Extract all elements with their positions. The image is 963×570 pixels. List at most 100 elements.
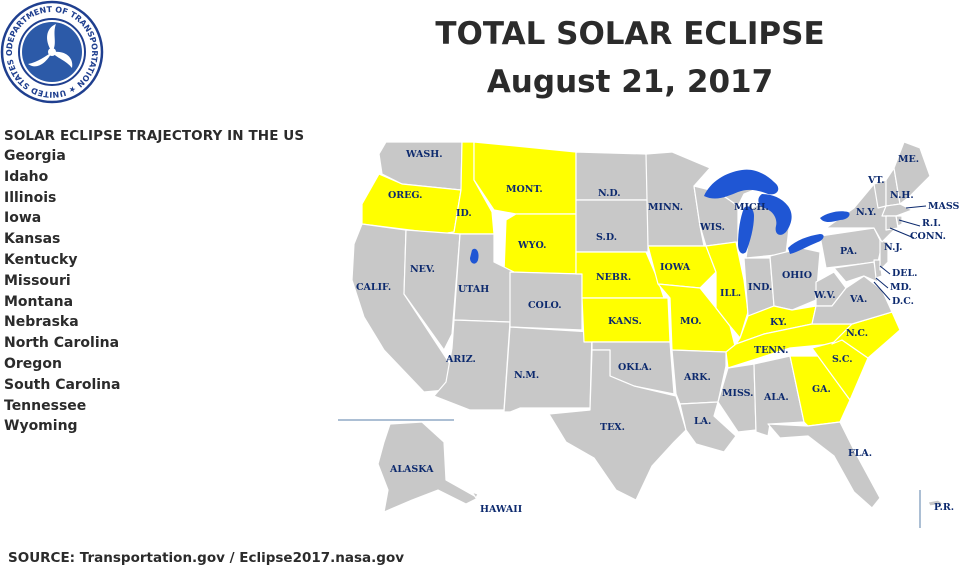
state-tx bbox=[548, 349, 687, 501]
state-md bbox=[833, 261, 879, 283]
label-co: COLO. bbox=[528, 300, 562, 311]
label-ca: CALIF. bbox=[356, 282, 391, 293]
state-labels: WASH. OREG. ID. MONT. N.D. MINN. WIS. MI… bbox=[356, 149, 960, 515]
label-wa: WASH. bbox=[405, 149, 443, 160]
label-id: ID. bbox=[456, 208, 472, 219]
label-ok: OKLA. bbox=[618, 362, 652, 373]
label-wv: W.V. bbox=[813, 290, 836, 301]
label-conn: CONN. bbox=[910, 231, 946, 242]
state-pr bbox=[927, 499, 945, 507]
state-list-item: North Carolina bbox=[4, 335, 120, 352]
label-ia: IOWA bbox=[660, 262, 691, 273]
dot-seal-logo: DEPARTMENT OF TRANSPORTATION ★ UNITED ST… bbox=[0, 0, 104, 104]
label-tn: TENN. bbox=[754, 345, 788, 356]
state-ak bbox=[377, 421, 479, 513]
state-list-item: Kansas bbox=[4, 231, 61, 248]
water-bodies bbox=[470, 169, 850, 264]
state-list-item: Wyoming bbox=[4, 418, 78, 435]
label-sd: S.D. bbox=[596, 232, 617, 243]
label-pr: P.R. bbox=[934, 502, 954, 513]
state-co bbox=[509, 271, 583, 331]
state-nj bbox=[879, 239, 889, 271]
label-ms: MISS. bbox=[722, 388, 753, 399]
state-list-item: Kentucky bbox=[4, 251, 78, 268]
state-la bbox=[679, 401, 737, 453]
label-tx: TEX. bbox=[600, 422, 625, 433]
label-ga: GA. bbox=[812, 384, 831, 395]
lake-erie bbox=[788, 234, 824, 254]
label-me: ME. bbox=[898, 154, 919, 165]
state-list-item: Idaho bbox=[4, 168, 49, 185]
state-hi bbox=[471, 491, 479, 499]
label-nc: N.C. bbox=[846, 328, 868, 339]
label-nv: NEV. bbox=[410, 264, 435, 275]
label-hi: HAWAII bbox=[480, 504, 523, 515]
label-al: ALA. bbox=[763, 392, 789, 403]
label-nh: N.H. bbox=[890, 190, 914, 201]
label-mo: MO. bbox=[680, 316, 702, 327]
label-mi: MICH. bbox=[734, 202, 769, 213]
state-sd bbox=[575, 199, 649, 253]
leader-lines bbox=[873, 205, 927, 301]
label-ak: ALASKA bbox=[389, 464, 434, 475]
state-list-item: South Carolina bbox=[4, 376, 121, 393]
us-eclipse-map: WASH. OREG. ID. MONT. N.D. MINN. WIS. MI… bbox=[338, 141, 960, 528]
lake-michigan bbox=[738, 206, 754, 254]
state-list-item: Georgia bbox=[4, 148, 66, 164]
state-list-item: Montana bbox=[4, 293, 74, 310]
label-mt: MONT. bbox=[506, 184, 543, 195]
label-or: OREG. bbox=[388, 190, 423, 201]
label-ri: R.I. bbox=[922, 218, 941, 229]
state-va bbox=[811, 275, 893, 325]
state-ct bbox=[885, 215, 899, 231]
label-wi: WIS. bbox=[699, 222, 725, 233]
state-list-item: Illinois bbox=[4, 189, 57, 206]
label-oh: OHIO bbox=[782, 270, 812, 281]
state-ia bbox=[647, 245, 717, 289]
state-list-item: Iowa bbox=[4, 210, 42, 227]
label-va: VA. bbox=[849, 294, 867, 305]
lake-superior bbox=[704, 169, 779, 199]
state-list-item: Missouri bbox=[4, 272, 71, 289]
great-salt-lake bbox=[470, 248, 479, 264]
label-ar: ARK. bbox=[683, 372, 711, 383]
state-list-item: Oregon bbox=[4, 355, 62, 372]
label-mass: MASS bbox=[928, 201, 960, 212]
label-fl: FLA. bbox=[848, 448, 872, 459]
label-ny: N.Y. bbox=[856, 207, 876, 218]
label-nd: N.D. bbox=[598, 188, 621, 199]
label-nj: N.J. bbox=[884, 242, 902, 253]
label-dc: D.C. bbox=[892, 296, 914, 307]
title-line-1: TOTAL SOLAR ECLIPSE bbox=[435, 16, 825, 52]
state-shapes bbox=[351, 141, 945, 513]
label-sc: S.C. bbox=[832, 354, 853, 365]
label-wy: WYO. bbox=[517, 240, 546, 251]
state-mt bbox=[473, 141, 577, 215]
label-ks: KANS. bbox=[608, 316, 642, 327]
state-ri bbox=[895, 215, 903, 227]
label-in: IND. bbox=[748, 282, 772, 293]
state-nv bbox=[403, 229, 461, 351]
lake-huron bbox=[758, 194, 792, 235]
trajectory-panel: SOLAR ECLIPSE TRAJECTORY IN THE US Georg… bbox=[4, 128, 334, 437]
label-la: LA. bbox=[694, 416, 711, 427]
source-note: SOURCE: Transportation.gov / Eclipse2017… bbox=[8, 550, 405, 566]
state-ma bbox=[881, 203, 913, 217]
label-pa: PA. bbox=[840, 246, 857, 257]
state-fl bbox=[767, 421, 881, 509]
trajectory-state-list: Georgia Idaho Illinois Iowa Kansas Kentu… bbox=[4, 146, 334, 437]
label-nm: N.M. bbox=[514, 370, 539, 381]
trajectory-heading: SOLAR ECLIPSE TRAJECTORY IN THE US bbox=[4, 128, 305, 144]
label-md: MD. bbox=[890, 282, 912, 293]
label-ky: KY. bbox=[770, 317, 787, 328]
label-az: ARIZ. bbox=[445, 354, 476, 365]
label-vt: VT. bbox=[867, 175, 885, 186]
lake-ontario bbox=[820, 211, 850, 222]
title-line-2: August 21, 2017 bbox=[486, 64, 774, 100]
label-il: ILL. bbox=[720, 288, 741, 299]
state-list-item: Nebraska bbox=[4, 314, 79, 331]
label-ut: UTAH bbox=[458, 284, 489, 295]
state-list-item: Tennessee bbox=[4, 397, 87, 414]
label-de: DEL. bbox=[892, 268, 917, 279]
label-ne: NEBR. bbox=[596, 272, 631, 283]
